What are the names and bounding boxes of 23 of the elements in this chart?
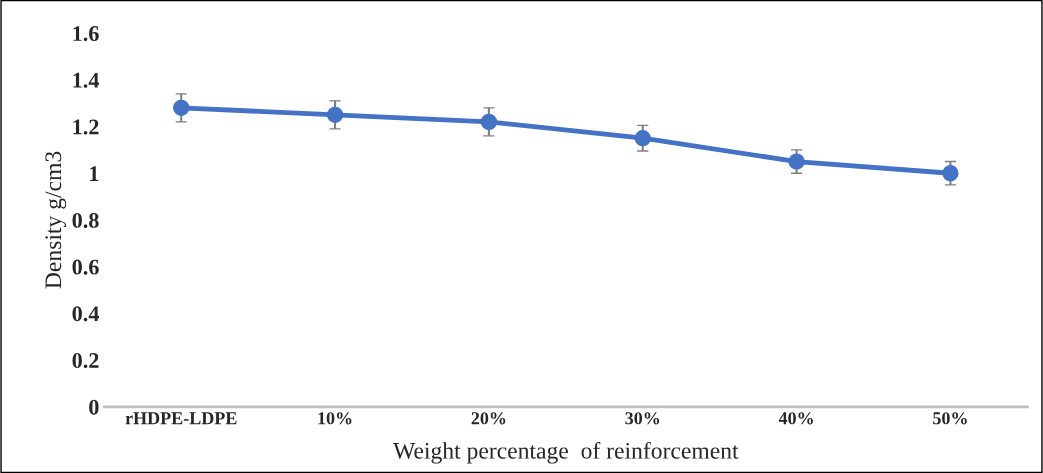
point (173, 99, 190, 116)
x-tick-label: rHDPE-LDPE (125, 412, 237, 425)
y-tick-label: 0.4 (72, 306, 100, 322)
point (788, 153, 805, 170)
y-tick-label: 1.6 (73, 26, 99, 42)
x-tick-label: 40% (778, 412, 813, 425)
x-tick-label: 30% (625, 412, 660, 425)
y-tick-label: 0.8 (72, 212, 99, 228)
point (326, 106, 344, 124)
point (942, 165, 959, 182)
y-tick-label: 1.4 (73, 72, 100, 88)
y-tick-label: 0.2 (72, 353, 99, 369)
y-tick-label: 1.2 (73, 119, 99, 135)
y-tick-label: 0 (89, 399, 99, 415)
x-tick-label: 10% (318, 412, 352, 425)
point (480, 113, 498, 131)
y-tick-label: 1 (90, 166, 99, 181)
y-axis-title: Density g/cm3 (45, 151, 67, 289)
x-axis-title: Weight percentage of reinforcement (393, 441, 739, 464)
y-tick-label: 0.6 (72, 259, 99, 275)
x-tick-label: 20% (471, 412, 506, 425)
point (634, 130, 651, 147)
x-tick-label: 50% (933, 412, 967, 425)
